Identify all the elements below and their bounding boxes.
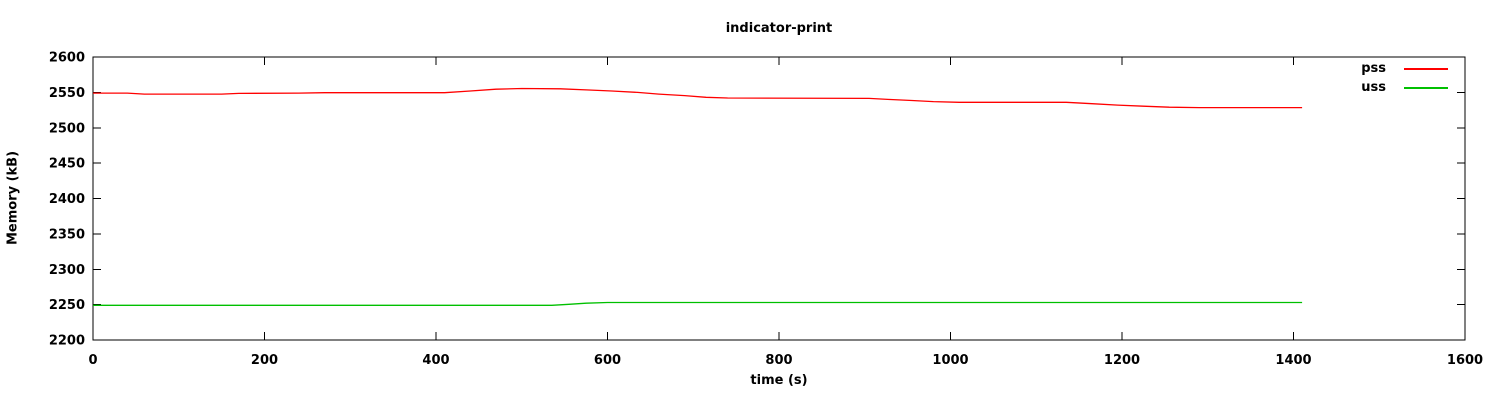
x-tick-label: 800 (765, 353, 792, 368)
tick-marks (92, 56, 1466, 341)
plot-border (92, 56, 1466, 341)
y-tick-label: 2550 (49, 86, 85, 101)
x-tick-label: 0 (88, 353, 97, 368)
x-axis-label: time (s) (750, 373, 808, 388)
pss-series-line (93, 87, 1303, 109)
x-tick-label: 1600 (1447, 353, 1483, 368)
x-tick-label: 200 (251, 353, 278, 368)
y-tick-label: 2450 (49, 157, 85, 172)
legend-entry: pss (1361, 62, 1448, 76)
legend: pss uss (1361, 62, 1448, 95)
y-tick-label: 2250 (49, 298, 85, 313)
y-tick-label: 2350 (49, 227, 85, 242)
legend-label-pss: pss (1361, 61, 1386, 76)
y-tick-label: 2300 (49, 263, 85, 278)
legend-line-sample-pss (1404, 68, 1448, 70)
legend-label-uss: uss (1361, 80, 1386, 95)
x-tick-label: 1200 (1104, 353, 1140, 368)
tick-labels: 0 200 400 600 800 1000 1200 1400 1600 2200 2250 230… (49, 51, 1483, 369)
x-tick-label: 400 (422, 353, 449, 368)
uss-series-line (93, 301, 1303, 306)
y-tick-label: 2400 (49, 192, 85, 207)
y-tick-label: 2600 (49, 51, 85, 66)
legend-line-sample-uss (1404, 87, 1448, 89)
y-tick-label: 2200 (49, 334, 85, 349)
x-tick-label: 1400 (1275, 353, 1311, 368)
y-axis-label-text: Memory (kB) (5, 150, 21, 246)
x-tick-label: 600 (594, 353, 621, 368)
y-tick-label: 2500 (49, 121, 85, 136)
chart-title: indicator-print (725, 21, 833, 36)
legend-entry: uss (1361, 81, 1448, 95)
x-tick-label: 1000 (932, 353, 968, 368)
